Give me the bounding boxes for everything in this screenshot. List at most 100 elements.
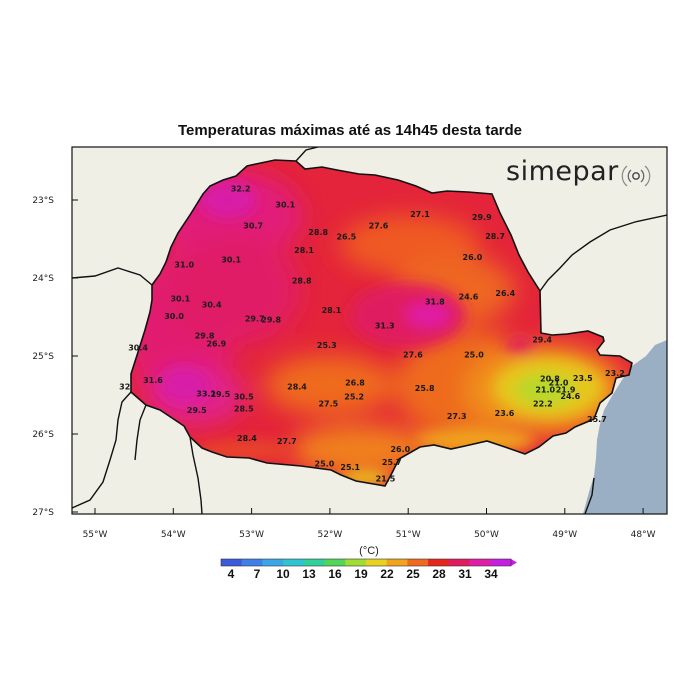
station-temperature: 25.3: [317, 341, 337, 350]
colorbar-segment: [221, 559, 243, 566]
lat-tick-label: 27°S: [32, 508, 54, 518]
colorbar-segment: [448, 559, 471, 566]
colorbar-segment: [386, 559, 408, 566]
station-temperature: 28.4: [287, 382, 307, 391]
station-temperature: 27.6: [369, 222, 389, 231]
colorbar-segment: [324, 559, 346, 566]
station-temperature: 27.3: [447, 412, 467, 421]
station-temperature: 30.4: [202, 301, 222, 310]
lon-tick-label: 51°W: [396, 530, 421, 540]
colorbar-tick-label: 4: [227, 567, 235, 581]
colorbar-arrow: [511, 559, 517, 566]
station-temperature: 29.7: [245, 315, 265, 324]
station-temperature: 21.9: [556, 386, 576, 395]
latitude-axis: 23°S 24°S 25°S 26°S 27°S: [32, 196, 78, 518]
station-temperature: 33.1: [196, 389, 216, 398]
station-temperature: 26.9: [206, 340, 226, 349]
station-temperature: 21.5: [376, 474, 396, 483]
lon-tick-label: 55°W: [83, 530, 108, 540]
lat-tick-label: 26°S: [32, 430, 54, 440]
colorbar-tick-label: 7: [253, 567, 261, 581]
lat-tick-label: 24°S: [32, 274, 54, 284]
station-temperature: 30.0: [164, 312, 184, 321]
station-temperature: 26.0: [390, 445, 410, 454]
station-temperature: 21.0: [535, 386, 555, 395]
colorbar-tick-label: 19: [354, 567, 368, 581]
station-temperature: 21.0: [549, 379, 569, 388]
colorbar-segment: [303, 559, 326, 566]
atlantic-ocean: [583, 340, 667, 514]
lat-tick-label: 25°S: [32, 352, 54, 362]
lon-tick-label: 52°W: [317, 530, 342, 540]
station-temperature: 23.5: [573, 374, 593, 383]
station-temperature: 28.7: [485, 232, 505, 241]
station-temperature: 28.5: [234, 404, 254, 413]
station-temperature: 28.4: [237, 434, 257, 443]
colorbar-segment: [490, 559, 512, 566]
station-temperature: 26.8: [345, 379, 365, 388]
neighbor-borders: [72, 147, 667, 514]
colorbar-tick-label: 25: [406, 567, 420, 581]
station-temperature: 29.4: [532, 336, 552, 345]
station-temperature: 24.6: [459, 293, 479, 302]
station-temperature: 25.0: [464, 350, 484, 359]
station-temperature: 29.9: [472, 213, 492, 222]
lon-tick-label: 54°W: [161, 530, 186, 540]
colorbar-tick-label: 10: [276, 567, 290, 581]
station-temperature: 30.7: [243, 222, 263, 231]
station-temperature: 30.1: [221, 255, 241, 264]
station-temperature: 26.4: [495, 289, 515, 298]
station-temperature: 28.8: [292, 276, 312, 285]
colorbar-tick-label: 28: [432, 567, 446, 581]
station-temperature: 20.8: [540, 375, 560, 384]
lon-tick-label: 50°W: [474, 530, 499, 540]
station-temperature: 27.5: [318, 400, 338, 409]
station-temperature: 26.0: [463, 253, 483, 262]
colorbar: [220, 558, 517, 567]
station-temperature: 25.1: [340, 463, 360, 472]
map-title: Temperaturas máximas até as 14h45 desta …: [177, 122, 523, 139]
station-temperature: 29.8: [195, 332, 215, 341]
longitude-axis: 55°W 54°W 53°W 52°W 51°W 50°W 49°W 48°W: [83, 508, 656, 540]
brand-logo-text: simepar: [506, 156, 619, 187]
colorbar-tick-label: 31: [458, 567, 472, 581]
colorbar-tick-label: 22: [380, 567, 394, 581]
colorbar-segment: [283, 559, 305, 566]
station-temperature: 26.5: [336, 233, 356, 242]
station-temperature: 30.1: [170, 294, 190, 303]
station-temperature: 32: [119, 382, 130, 391]
station-temperature: 30.5: [234, 393, 254, 402]
station-values: 32.2 30.1 30.7 31.0 30.1 28.1 28.8 26.5 27.6 27.1…: [119, 184, 625, 483]
colorbar-segment: [345, 559, 367, 566]
station-temperature: 23.2: [605, 369, 625, 378]
station-temperature: 30.1: [275, 201, 295, 210]
station-temperature: 31.0: [174, 261, 194, 270]
map-frame-border: [71, 146, 668, 515]
colorbar-tick-label: 16: [328, 567, 342, 581]
station-temperature: 30.4: [128, 343, 148, 352]
station-temperature: 28.8: [308, 228, 328, 237]
station-temperature: 31.3: [375, 322, 395, 331]
lat-tick-label: 23°S: [32, 196, 54, 206]
colorbar-segment: [262, 559, 284, 566]
station-temperature: 27.7: [277, 437, 297, 446]
station-temperature: 32.2: [231, 184, 251, 193]
station-temperature: 25.2: [344, 393, 364, 402]
station-temperature: 29.5: [187, 406, 207, 415]
station-temperature: 29.5: [210, 390, 230, 399]
station-temperature: 25.7: [382, 458, 402, 467]
station-temperature: 28.1: [294, 246, 314, 255]
lon-tick-label: 53°W: [239, 530, 264, 540]
lon-tick-label: 48°W: [631, 530, 656, 540]
station-temperature: 29.8: [261, 315, 281, 324]
station-temperature: 27.6: [403, 350, 423, 359]
colorbar-segment: [407, 559, 429, 566]
station-temperature: 24.6: [560, 392, 580, 401]
colorbar-unit: (°C): [359, 545, 379, 557]
station-temperature: 31.6: [143, 376, 163, 385]
station-temperature: 23.6: [495, 409, 515, 418]
station-temperature: 25.8: [415, 384, 435, 393]
station-temperature: 28.1: [322, 306, 342, 315]
signal-waves-icon: [621, 165, 651, 187]
